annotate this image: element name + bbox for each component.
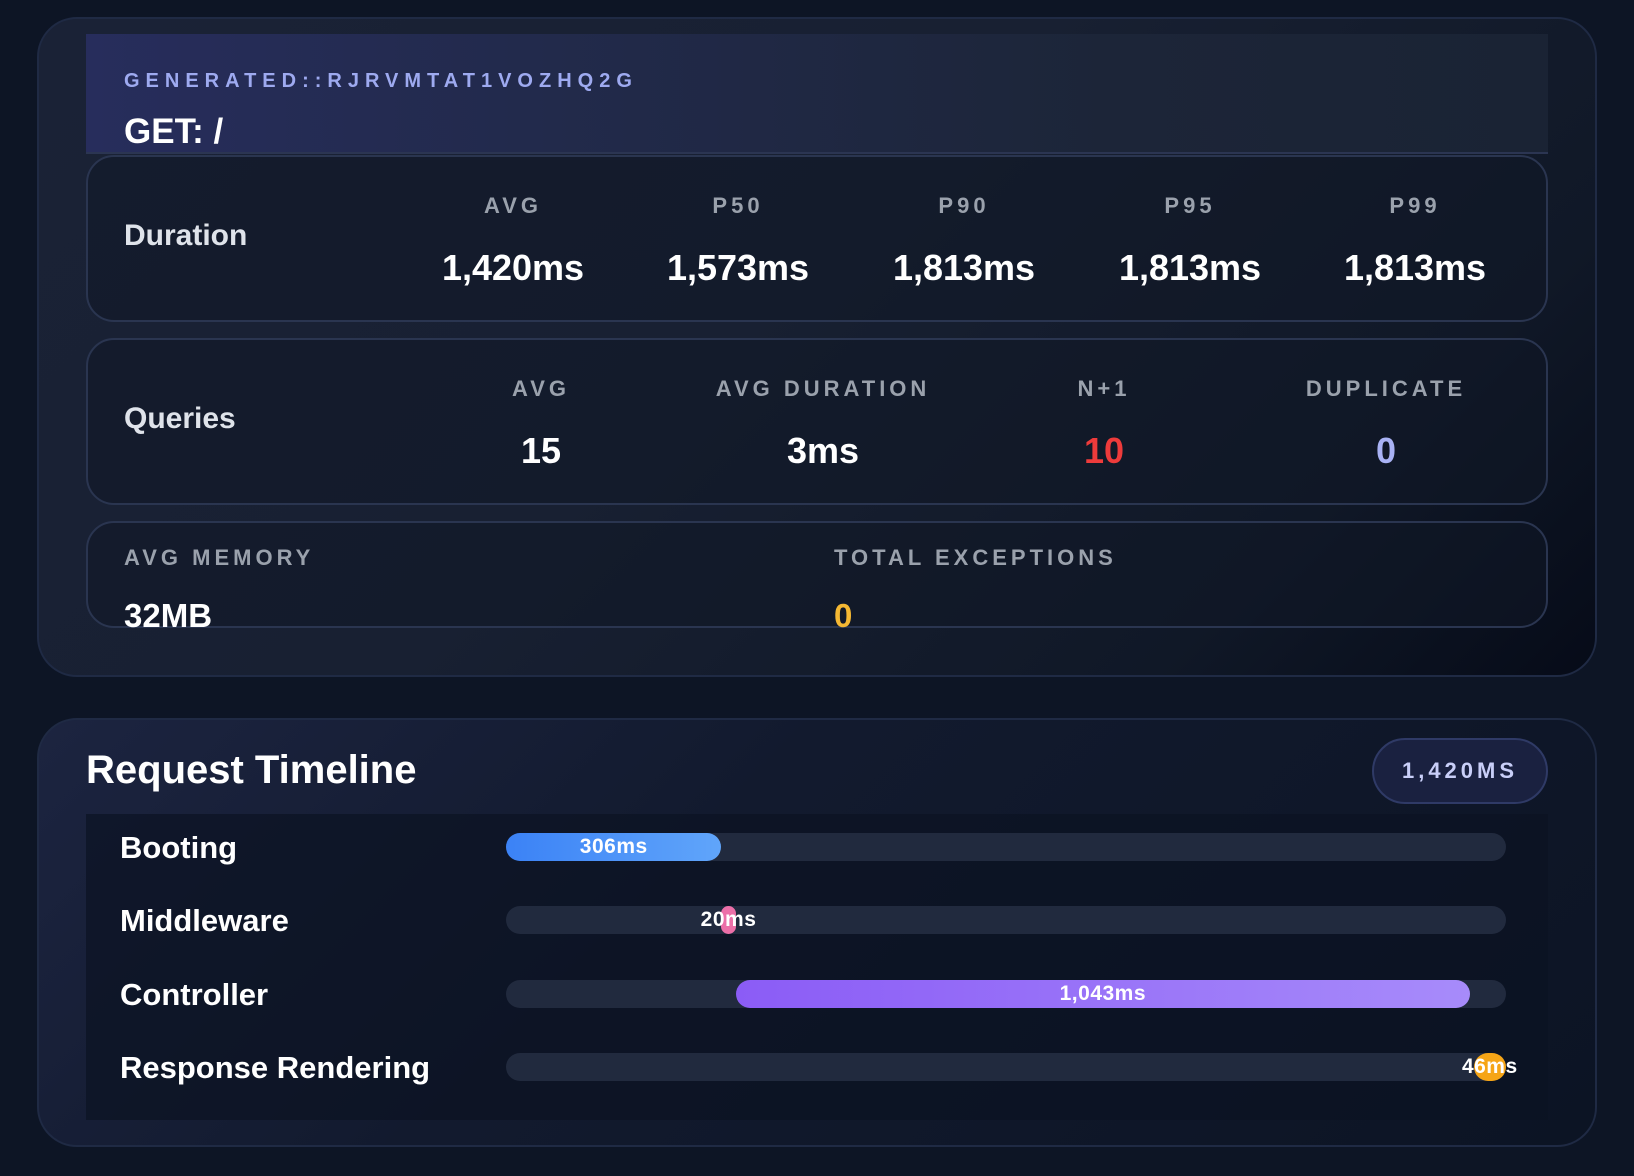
route-summary-card: GENERATED::RJRVMTAT1VOZHQ2G GET: / Durat… xyxy=(37,17,1597,677)
metric-value: 1,573ms xyxy=(667,247,809,289)
avg-memory: AVG MEMORY 32MB xyxy=(124,545,314,635)
duration-p90: P90 1,813ms xyxy=(893,193,1035,289)
metric-label: P50 xyxy=(667,193,809,219)
metric-label: AVG DURATION xyxy=(716,376,931,402)
request-timeline-card: Request Timeline 1,420MS Booting 306ms M… xyxy=(37,718,1597,1147)
route-title: GET: / xyxy=(124,112,223,152)
misc-panel: AVG MEMORY 32MB TOTAL EXCEPTIONS 0 xyxy=(86,521,1548,628)
stage-track-response-rendering: 46ms xyxy=(506,1053,1506,1081)
queries-avg-duration: AVG DURATION 3ms xyxy=(716,376,931,472)
stage-label-controller: Controller xyxy=(120,977,268,1013)
metric-value: 1,813ms xyxy=(893,247,1035,289)
metric-value: 0 xyxy=(834,597,1117,635)
stage-track-booting: 306ms xyxy=(506,833,1506,861)
route-header: GENERATED::RJRVMTAT1VOZHQ2G GET: / xyxy=(86,34,1548,154)
metric-label: DUPLICATE xyxy=(1306,376,1466,402)
metric-value: 1,813ms xyxy=(1344,247,1486,289)
metric-label: P95 xyxy=(1119,193,1261,219)
duration-p50: P50 1,573ms xyxy=(667,193,809,289)
metric-value: 10 xyxy=(1078,430,1131,472)
metric-label: AVG MEMORY xyxy=(124,545,314,571)
queries-panel: Queries AVG 15 AVG DURATION 3ms N+1 10 D… xyxy=(86,338,1548,505)
total-exceptions: TOTAL EXCEPTIONS 0 xyxy=(834,545,1117,635)
stage-duration-controller: 1,043ms xyxy=(1060,980,1146,1008)
duration-p95: P95 1,813ms xyxy=(1119,193,1261,289)
timeline-area: Booting 306ms Middleware 20ms Controller… xyxy=(86,814,1548,1120)
metric-value: 0 xyxy=(1306,430,1466,472)
timeline-title: Request Timeline xyxy=(86,748,416,793)
queries-label: Queries xyxy=(124,402,236,436)
metric-value: 1,420ms xyxy=(442,247,584,289)
stage-label-response-rendering: Response Rendering xyxy=(120,1050,430,1086)
metric-value: 32MB xyxy=(124,597,314,635)
duration-panel: Duration AVG 1,420ms P50 1,573ms P90 1,8… xyxy=(86,155,1548,322)
stage-label-booting: Booting xyxy=(120,830,237,866)
stage-duration-middleware: 20ms xyxy=(701,906,757,934)
stage-duration-booting: 306ms xyxy=(580,833,648,861)
metric-label: N+1 xyxy=(1078,376,1131,402)
stage-duration-response-rendering: 46ms xyxy=(1462,1053,1518,1081)
metric-label: AVG xyxy=(512,376,570,402)
metric-value: 3ms xyxy=(716,430,931,472)
duration-p99: P99 1,813ms xyxy=(1344,193,1486,289)
queries-duplicate: DUPLICATE 0 xyxy=(1306,376,1466,472)
metric-label: TOTAL EXCEPTIONS xyxy=(834,545,1117,571)
timeline-total-badge: 1,420MS xyxy=(1372,738,1548,804)
duration-avg: AVG 1,420ms xyxy=(442,193,584,289)
stage-label-middleware: Middleware xyxy=(120,903,289,939)
queries-n-plus-one: N+1 10 xyxy=(1078,376,1131,472)
metric-value: 1,813ms xyxy=(1119,247,1261,289)
queries-avg: AVG 15 xyxy=(512,376,570,472)
metric-label: P99 xyxy=(1344,193,1486,219)
metric-label: P90 xyxy=(893,193,1035,219)
stage-track-controller: 1,043ms xyxy=(506,980,1506,1008)
stage-track-middleware: 20ms xyxy=(506,906,1506,934)
route-id: GENERATED::RJRVMTAT1VOZHQ2G xyxy=(124,70,638,93)
metric-label: AVG xyxy=(442,193,584,219)
duration-label: Duration xyxy=(124,219,247,253)
metric-value: 15 xyxy=(512,430,570,472)
